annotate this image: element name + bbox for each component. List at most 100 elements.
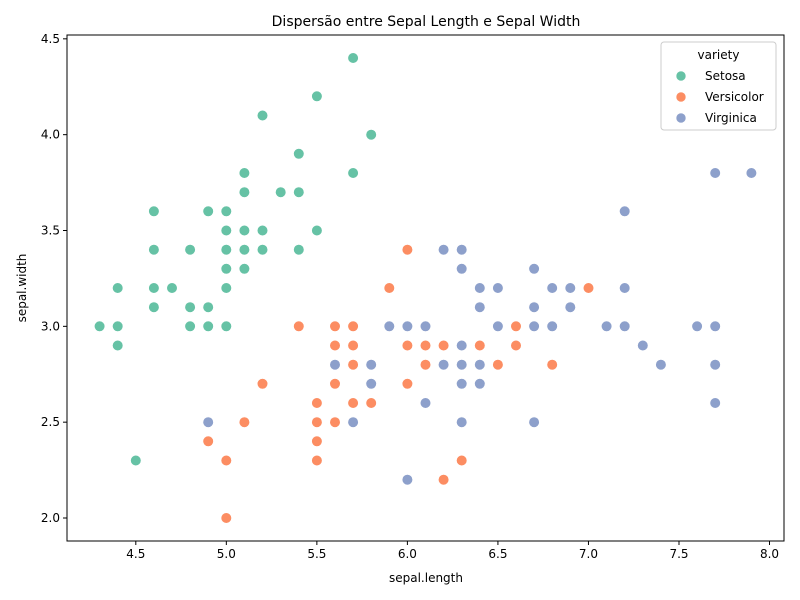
scatter-point-virginica [619, 205, 631, 217]
scatter-point-virginica [745, 167, 758, 179]
scatter-point-setosa [293, 244, 305, 256]
y-tick-label: 4.0 [41, 128, 60, 142]
x-tick-label: 7.0 [579, 547, 598, 561]
y-axis: 2.0 2.5 3.0 3.5 4.0 4.5 [41, 32, 67, 525]
scatter-point-setosa [238, 167, 250, 179]
y-tick-label: 2.0 [41, 511, 60, 525]
scatter-point-setosa [148, 205, 160, 217]
scatter-point-setosa [184, 320, 196, 332]
scatter-point-setosa [93, 320, 106, 332]
scatter-point-setosa [202, 320, 214, 332]
scatter-point-virginica [619, 282, 631, 294]
legend-marker-setosa [675, 70, 687, 82]
scatter-point-setosa [347, 167, 359, 179]
scatter-point-versicolor [347, 359, 359, 371]
scatter-point-versicolor [347, 339, 359, 352]
scatter-point-virginica [456, 263, 468, 275]
scatter-point-setosa [220, 263, 232, 275]
scatter-point-versicolor [401, 339, 414, 352]
scatter-point-virginica [329, 359, 341, 371]
legend-entries: Setosa Versicolor Virginica [675, 69, 764, 125]
legend-title: variety [698, 48, 740, 62]
scatter-point-setosa [256, 244, 269, 256]
scatter-point-setosa [184, 244, 196, 256]
legend-label-setosa: Setosa [705, 69, 746, 83]
scatter-point-versicolor [546, 359, 558, 371]
scatter-point-virginica [438, 244, 450, 256]
scatter-point-virginica [492, 320, 504, 332]
scatter-point-virginica [709, 397, 721, 409]
scatter-point-setosa [166, 282, 178, 294]
x-tick-label: 8.0 [760, 547, 779, 561]
scatter-point-virginica [202, 416, 214, 428]
scatter-point-versicolor [329, 339, 341, 352]
scatter-point-setosa [220, 282, 232, 294]
scatter-point-setosa [238, 186, 250, 198]
scatter-point-setosa [256, 109, 269, 122]
scatter-point-virginica [528, 416, 540, 428]
scatter-point-versicolor [383, 282, 395, 294]
scatter-point-virginica [528, 301, 540, 313]
legend-marker-versicolor [675, 91, 687, 103]
scatter-point-setosa [365, 129, 377, 141]
scatter-point-versicolor [329, 378, 341, 390]
scatter-point-versicolor [401, 244, 414, 256]
scatter-point-virginica [401, 320, 414, 332]
scatter-point-versicolor [293, 320, 305, 332]
scatter-point-virginica [419, 397, 432, 409]
x-tick-label: 5.5 [307, 547, 326, 561]
scatter-point-versicolor [419, 339, 432, 352]
scatter-point-setosa [311, 224, 323, 237]
scatter-point-versicolor [492, 359, 504, 371]
scatter-point-virginica [456, 378, 468, 390]
scatter-point-setosa [148, 282, 160, 294]
scatter-point-virginica [655, 359, 667, 371]
chart-title: Dispersão entre Sepal Length e Sepal Wid… [272, 14, 581, 30]
scatter-point-versicolor [582, 282, 595, 294]
scatter-point-setosa [112, 282, 124, 294]
scatter-point-versicolor [220, 454, 232, 467]
scatter-point-virginica [546, 320, 558, 332]
scatter-point-versicolor [311, 454, 323, 467]
scatter-point-setosa [112, 320, 124, 332]
scatter-point-virginica [419, 320, 432, 332]
scatter-point-virginica [691, 320, 703, 332]
y-tick-label: 3.0 [41, 319, 60, 333]
scatter-point-virginica [709, 167, 721, 179]
scatter-point-virginica [474, 301, 486, 313]
scatter-point-virginica [709, 359, 721, 371]
scatter-point-virginica [456, 244, 468, 256]
scatter-point-setosa [238, 244, 250, 256]
scatter-point-setosa [202, 205, 214, 217]
scatter-point-setosa [184, 301, 196, 313]
scatter-point-setosa [238, 224, 250, 237]
y-tick-label: 3.5 [41, 224, 60, 238]
scatter-point-setosa [275, 186, 287, 198]
scatter-point-virginica [474, 378, 486, 390]
scatter-point-versicolor [329, 416, 341, 428]
scatter-point-virginica [546, 282, 558, 294]
scatter-point-setosa [202, 301, 214, 313]
scatter-point-setosa [293, 186, 305, 198]
scatter-point-versicolor [256, 378, 269, 390]
legend-box [660, 41, 777, 131]
scatter-point-virginica [365, 359, 377, 371]
x-axis-label: sepal.length [389, 571, 463, 585]
scatter-point-versicolor [238, 416, 250, 428]
scatter-point-virginica [474, 282, 486, 294]
scatter-point-virginica [600, 320, 613, 332]
x-tick-label: 4.5 [126, 547, 145, 561]
scatter-point-setosa [112, 339, 124, 352]
scatter-point-setosa [347, 52, 359, 64]
legend: variety Setosa Versicolor Virginica [660, 41, 777, 131]
scatter-point-versicolor [474, 339, 486, 352]
scatter-point-versicolor [202, 435, 214, 447]
scatter-point-virginica [383, 320, 395, 332]
scatter-point-setosa [148, 244, 160, 256]
scatter-point-versicolor [347, 397, 359, 409]
scatter-point-versicolor [419, 359, 432, 371]
scatter-point-virginica [619, 320, 631, 332]
scatter-point-versicolor [311, 435, 323, 447]
x-tick-label: 7.5 [669, 547, 688, 561]
